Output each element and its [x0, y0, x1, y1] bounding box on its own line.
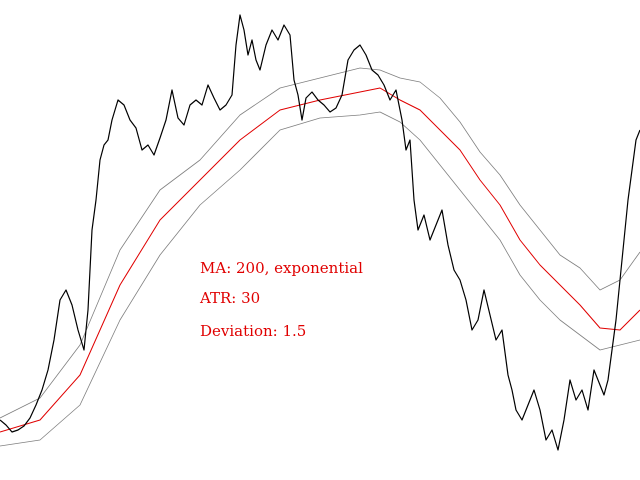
annotation-atr: ATR: 30	[199, 289, 260, 307]
lower-line	[0, 111, 640, 447]
annotations: MA: 200, exponential ATR: 30 Deviation: …	[199, 259, 363, 340]
series-layer	[0, 14, 640, 451]
annotation-deviation: Deviation: 1.5	[200, 322, 306, 340]
ma-line	[0, 87, 640, 433]
annotation-ma: MA: 200, exponential	[200, 259, 363, 277]
price-line	[0, 14, 640, 451]
upper-line	[0, 67, 640, 419]
